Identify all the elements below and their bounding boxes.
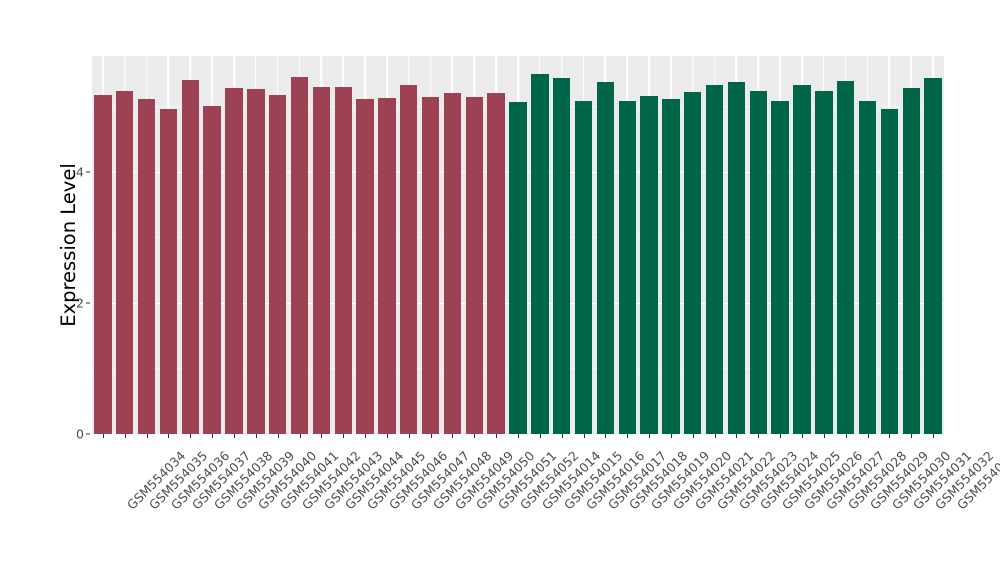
- bar: [334, 87, 352, 434]
- bar: [815, 91, 833, 434]
- x-axis-tick-mark: [845, 434, 847, 438]
- x-axis-tick-mark: [496, 434, 498, 438]
- bar: [312, 87, 331, 434]
- x-axis-tick-mark: [212, 434, 214, 438]
- x-axis-tick-mark: [867, 434, 869, 438]
- x-axis-tick-mark: [627, 434, 629, 438]
- bar: [356, 98, 374, 434]
- x-axis-tick-mark: [234, 434, 235, 438]
- y-axis-tick-mark: [86, 171, 90, 173]
- bar: [378, 97, 396, 434]
- x-axis-tick-mark: [539, 434, 541, 438]
- x-axis-tick-mark: [823, 434, 825, 438]
- y-axis-tick-mark: [86, 302, 90, 304]
- x-axis-tick-mark: [583, 434, 585, 438]
- bar: [487, 93, 505, 434]
- x-axis-tick-mark: [343, 434, 345, 438]
- x-axis-tick-mark: [889, 434, 891, 438]
- bar: [553, 77, 571, 434]
- bar: [400, 85, 418, 434]
- x-axis-tick-mark: [430, 434, 432, 438]
- bar: [443, 92, 462, 434]
- x-axis-tick-mark: [190, 434, 192, 438]
- bar: [662, 98, 680, 434]
- x-axis-tick-mark: [736, 434, 738, 438]
- bar: [269, 95, 287, 434]
- x-axis-tick-mark: [649, 434, 651, 438]
- bar: [837, 80, 855, 434]
- x-axis-tick-mark: [277, 434, 279, 438]
- bar: [116, 90, 134, 434]
- bar: [880, 109, 899, 434]
- x-axis-tick-mark: [102, 434, 104, 438]
- bar: [705, 85, 724, 434]
- bar: [749, 91, 767, 434]
- x-axis-tick-labels: GSM554034 GSM554035 GSM554036 GSM554037 GSM5…: [92, 441, 1000, 571]
- y-axis-tick-label: 2: [76, 295, 84, 311]
- x-axis-tick-mark: [561, 434, 563, 438]
- x-axis-tick-mark: [365, 434, 367, 438]
- x-axis-tick-mark: [605, 434, 607, 438]
- x-axis-tick-mark: [168, 434, 170, 438]
- bar: [94, 94, 112, 434]
- bar: [159, 109, 178, 434]
- bar: [596, 81, 615, 434]
- x-axis-tick-mark: [146, 434, 148, 438]
- bar: [858, 101, 877, 434]
- bar: [924, 78, 942, 434]
- x-axis-tick-mark: [780, 434, 782, 438]
- bar: [618, 101, 636, 434]
- x-axis-tick-mark: [692, 434, 694, 438]
- y-axis-tick-mark: [86, 433, 90, 435]
- bar: [531, 73, 549, 434]
- x-axis-tick-mark: [321, 434, 323, 438]
- x-axis-tick-mark: [670, 434, 672, 438]
- y-axis-tick-label: 4: [76, 164, 84, 180]
- bar: [684, 92, 702, 434]
- x-axis-tick-mark: [911, 434, 913, 438]
- bar: [247, 88, 265, 434]
- bar: [465, 97, 483, 434]
- x-axis-tick-marks: [92, 434, 944, 439]
- x-axis-tick-mark: [933, 434, 935, 438]
- bar: [509, 101, 527, 434]
- bar: [181, 80, 199, 434]
- y-axis-tick-labels: 0 2 4: [60, 56, 90, 442]
- plot-panel: [92, 56, 944, 434]
- bar: [203, 106, 221, 434]
- bar: [225, 88, 243, 434]
- bar: [421, 97, 440, 434]
- x-axis-tick-mark: [299, 434, 301, 438]
- x-axis-tick-mark: [124, 434, 126, 438]
- x-axis-tick-mark: [452, 434, 454, 438]
- x-axis-tick-mark: [474, 434, 476, 438]
- x-axis-tick-mark: [386, 434, 388, 438]
- bar: [137, 98, 156, 434]
- x-axis-tick-mark: [758, 434, 760, 438]
- bar: [290, 76, 309, 434]
- bar: [771, 101, 789, 434]
- x-axis-tick-mark: [518, 434, 519, 438]
- bar: [574, 100, 593, 434]
- bar: [640, 95, 658, 434]
- x-axis-tick-mark: [802, 434, 803, 438]
- bar: [793, 85, 811, 434]
- x-axis-tick-mark: [255, 434, 257, 438]
- x-axis-tick-mark: [408, 434, 410, 438]
- bar: [727, 82, 746, 434]
- y-axis-tick-label: 0: [76, 426, 84, 442]
- x-axis-tick-mark: [714, 434, 716, 438]
- bar: [902, 88, 920, 434]
